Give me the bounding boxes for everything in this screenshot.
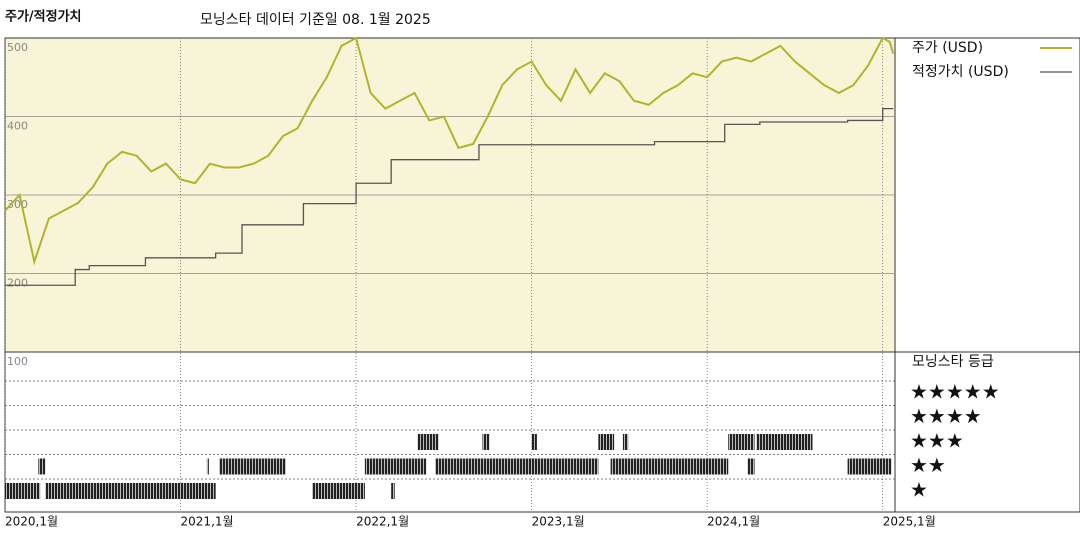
- rating-bar: [38, 458, 46, 475]
- x-tick-label: 2024,1월: [707, 515, 760, 529]
- y-tick-label: 100: [7, 355, 28, 368]
- chart-subtitle: 모닝스타 데이터 기준일 08. 1월 2025: [200, 12, 431, 28]
- rating-bar: [45, 483, 216, 499]
- rating-bar: [747, 458, 755, 475]
- rating-bar: [531, 434, 537, 450]
- y-tick-label: 200: [7, 277, 28, 290]
- x-tick-label: 2020,1월: [5, 515, 58, 529]
- x-tick-label: 2023,1월: [532, 515, 585, 529]
- x-tick-label: 2025,1월: [883, 515, 936, 529]
- rating-label: ★★: [910, 453, 946, 477]
- rating-title: 모닝스타 등급: [912, 354, 994, 370]
- rating-bar: [219, 458, 286, 475]
- rating-bar: [5, 483, 41, 499]
- rating-label: ★★★★★: [910, 380, 1000, 404]
- legend-label: 주가 (USD): [912, 40, 983, 56]
- rating-label: ★★★: [910, 429, 964, 453]
- rating-bar: [728, 434, 755, 450]
- rating-bar: [756, 434, 813, 450]
- rating-label: ★★★★: [910, 404, 982, 428]
- rating-bar: [206, 458, 209, 475]
- rating-bar: [435, 458, 532, 475]
- rating-bar: [598, 434, 615, 450]
- y-tick-label: 500: [7, 41, 28, 54]
- rating-label: ★: [910, 478, 928, 502]
- x-tick-label: 2022,1월: [356, 515, 409, 529]
- rating-bar: [417, 434, 439, 450]
- rating-bar: [482, 434, 490, 450]
- rating-bar: [391, 483, 395, 499]
- y-tick-label: 400: [7, 120, 28, 133]
- rating-bar: [622, 434, 629, 450]
- series-line: [5, 108, 894, 286]
- rating-bar: [610, 458, 729, 475]
- x-tick-label: 2021,1월: [181, 515, 234, 529]
- rating-bar: [847, 458, 892, 475]
- series-line: [4, 36, 895, 266]
- chart-title: 주가/적정가치: [5, 9, 82, 25]
- legend-label: 적정가치 (USD): [912, 64, 1009, 80]
- rating-bar: [364, 458, 427, 475]
- rating-bar: [531, 458, 599, 475]
- rating-bar: [312, 483, 365, 499]
